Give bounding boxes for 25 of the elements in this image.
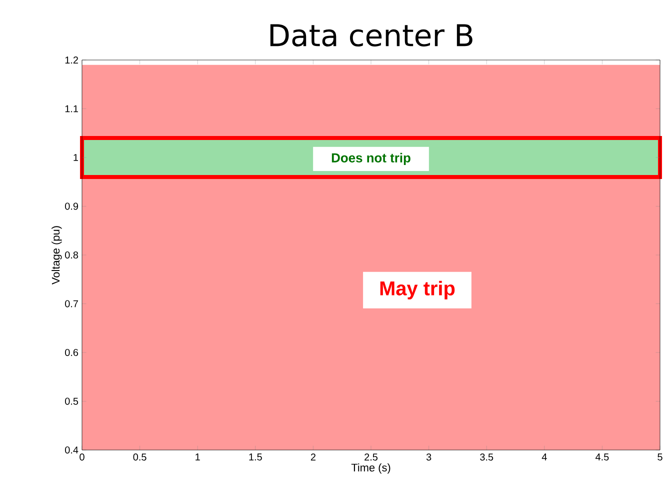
- x-tick-label: 3.5: [480, 454, 494, 461]
- x-tick-label: 2: [310, 454, 316, 460]
- y-tick-label: 0.5: [65, 398, 78, 405]
- x-tick-label: 3: [426, 454, 432, 461]
- x-tick-label: 4.5: [596, 454, 609, 460]
- y-tick-label: 0.9: [65, 202, 78, 210]
- y-tick-label: 0.7: [65, 300, 78, 308]
- x-tick-label: 2.5: [364, 454, 378, 461]
- band-label: May trip: [380, 280, 455, 300]
- y-axis-title: Voltage (pu): [52, 226, 62, 285]
- y-tick-label: 1.2: [65, 56, 78, 64]
- y-tick-label: 0.6: [65, 348, 78, 356]
- y-tick-label: 1: [74, 154, 78, 161]
- y-tick-label: 1.1: [65, 105, 78, 112]
- chart-title: Data center B: [270, 24, 472, 47]
- x-tick-label: 1: [196, 454, 200, 460]
- x-tick-label: 0: [80, 454, 84, 461]
- x-tick-label: 5: [658, 454, 662, 460]
- band-label: Does not trip: [332, 152, 410, 165]
- x-tick-label: 4: [542, 454, 547, 460]
- x-tick-label: 1.5: [249, 454, 262, 460]
- y-tick-label: 0.8: [65, 251, 78, 259]
- x-tick-label: 0.5: [133, 454, 146, 461]
- y-tick-label: 0.4: [65, 446, 78, 454]
- x-axis-title: Time (s): [351, 463, 390, 474]
